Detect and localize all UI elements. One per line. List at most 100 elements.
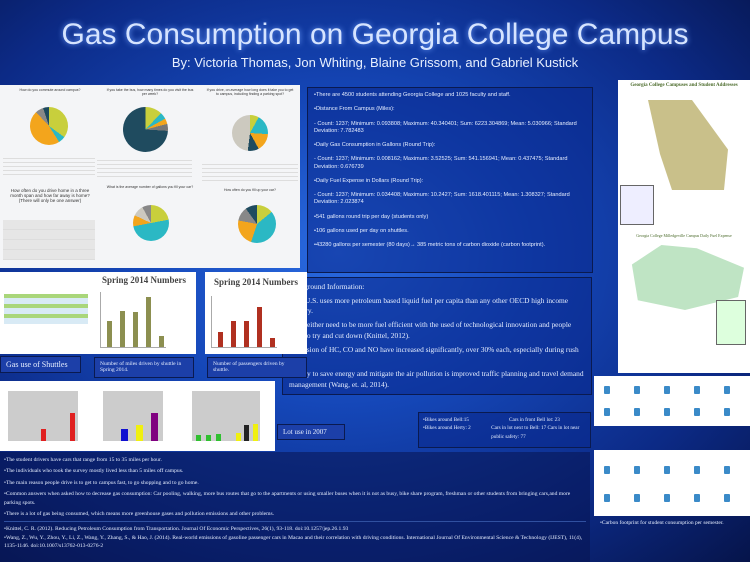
survey-q3: If you drive, on average how long does i… [205, 88, 295, 96]
bar [151, 413, 158, 441]
passengers-chart-panel: Spring 2014 Numbers [205, 272, 307, 354]
lot-chart-3 [192, 391, 260, 441]
survey-q4-title: How often do you drive home in a three m… [10, 188, 90, 203]
bar [231, 321, 236, 347]
poster-title: Gas Consumption on Georgia College Campu… [61, 18, 689, 51]
finding-item: •The student drivers have cars that rang… [4, 457, 162, 463]
finding-item: •The individuals who took the survey mos… [4, 468, 184, 475]
stat-item: - Count: 1237; Minimum: 0.034408; Maximu… [314, 192, 570, 206]
car-icon [664, 466, 670, 474]
plug-icon [604, 386, 610, 394]
bar [253, 424, 258, 441]
survey-q1-title: How do you commute around campus? [19, 88, 81, 92]
survey-q2: If you take the bus, how many times do y… [105, 88, 195, 96]
house-icon [694, 466, 700, 474]
shuttle-table [4, 294, 88, 324]
background-item: •Emission of HC, CO and NO have increase… [289, 344, 579, 365]
miles-chart-panel: Spring 2014 Numbers [92, 272, 196, 354]
survey-q6-pie [238, 205, 276, 243]
survey-q6: How often do you fill up your car? [205, 188, 295, 192]
stat-item: •There are 4500 students attending Georg… [314, 92, 511, 98]
finding-item: •The main reason people drive is to get … [4, 479, 199, 486]
survey-q5: What is the average number of gallons yo… [105, 185, 195, 189]
bikes-bell: •Bikes around Bell:15 [423, 417, 469, 423]
bar [218, 332, 223, 347]
shuttle-table-panel [0, 272, 92, 354]
bar [146, 297, 151, 347]
background-item: •The U.S. uses more petroleum based liqu… [289, 295, 569, 316]
bar [244, 425, 249, 441]
bar [196, 435, 201, 441]
plug-icon [604, 494, 610, 502]
shuttle-label: Gas use of Shuttles [0, 356, 81, 373]
carbon-footprint-caption: •Carbon footprint for student consumptio… [600, 520, 724, 526]
miles-chart-title: Spring 2014 Numbers [101, 275, 186, 285]
background-item: •Cars either need to be more fuel effici… [289, 320, 572, 340]
references: •Knittel, C. R. (2012). Reducing Petrole… [4, 521, 586, 550]
findings-box: •The student drivers have cars that rang… [0, 452, 590, 562]
lot-use-label: Lot use in 2007 [277, 424, 345, 440]
bar [206, 435, 211, 441]
bottle-icon [724, 408, 730, 416]
georgia-map [648, 100, 728, 190]
plug-icon [604, 408, 610, 416]
stat-item: •106 gallons used per day on shuttles. [314, 227, 409, 234]
bar [41, 429, 46, 441]
bar [159, 336, 164, 347]
survey-q4-table [3, 220, 95, 260]
car-icon [634, 408, 640, 416]
maps-panel: Georgia College Campuses and Student Add… [618, 80, 750, 373]
statistics-box: •There are 4500 students attending Georg… [307, 87, 593, 273]
bulb-icon [664, 408, 670, 416]
bar [121, 429, 128, 441]
survey-q2-table [97, 157, 192, 177]
bar [257, 307, 262, 347]
survey-q5-pie [133, 205, 169, 241]
background-heading: Background Information: [289, 282, 365, 291]
lot-use-charts [0, 381, 275, 451]
cars-bell-lot: Cars in front Bell lot: 23 [509, 417, 560, 423]
phone-icon [694, 494, 700, 502]
survey-q2-pie [123, 107, 168, 152]
bottle-icon [724, 386, 730, 394]
miles-caption: Number of miles driven by shuttle in Spr… [94, 357, 194, 378]
survey-q1-table [3, 155, 95, 175]
bar [120, 311, 125, 347]
survey-q3-table [202, 161, 298, 181]
plug-icon [604, 466, 610, 474]
tap-icon [724, 466, 730, 474]
survey-q2-title: If you take the bus, how many times do y… [106, 88, 194, 96]
bottle-icon [724, 494, 730, 502]
survey-q3-title: If you drive, on average how long does i… [206, 88, 294, 96]
carbon-footprint-panel-1 [594, 376, 750, 426]
passengers-chart-title: Spring 2014 Numbers [213, 277, 298, 287]
finding-item: •Common answers when asked how to decrea… [4, 491, 571, 506]
bar [244, 321, 249, 347]
stat-item: •43280 gallons per semester (80 days)→ 3… [314, 242, 546, 249]
survey-q3-pie [232, 115, 268, 151]
stat-item: •Daily Fuel Expense in Dollars (Round Tr… [314, 177, 424, 184]
bulb-icon [694, 386, 700, 394]
bulb-icon [664, 494, 670, 502]
lot-chart-2 [103, 391, 163, 441]
bar [70, 413, 75, 441]
bar [270, 338, 275, 347]
background-item: •A way to save energy and mitigate the a… [289, 369, 584, 389]
passengers-caption: Number of passengers driven by shuttle. [207, 357, 307, 378]
passengers-bar-chart [211, 296, 277, 348]
stat-item: •541 gallons round trip per day (student… [314, 213, 429, 220]
carbon-footprint-panel-2 [594, 450, 750, 516]
house-icon [634, 466, 640, 474]
bar [136, 425, 143, 441]
survey-results-panel: How do you commute around campus? If you… [0, 85, 300, 268]
survey-q4: How often do you drive home in a three m… [10, 188, 90, 203]
map2-title: Georgia College Milledgeville Campus Dai… [636, 233, 732, 238]
house-icon [634, 386, 640, 394]
stat-item: - Count: 1237; Minimum: 0.093808; Maximu… [314, 120, 577, 134]
reference-item: •Knittel, C. R. (2012). Reducing Petrole… [4, 526, 349, 533]
bar [107, 321, 112, 347]
stat-item: •Distance From Campus (Miles): [314, 106, 395, 113]
poster-authors: By: Victoria Thomas, Jon Whiting, Blaine… [171, 55, 579, 70]
bar [216, 434, 221, 441]
bar [236, 433, 241, 441]
